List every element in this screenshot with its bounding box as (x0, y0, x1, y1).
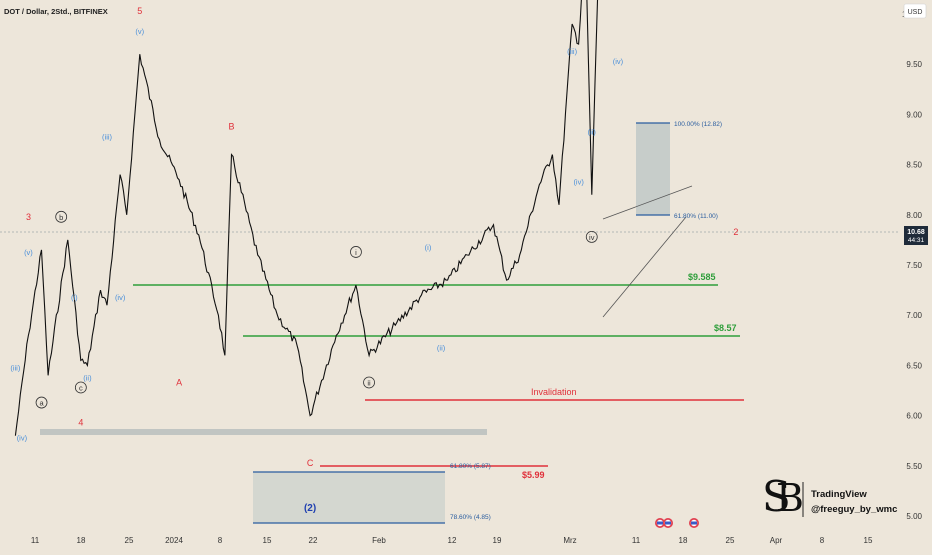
watermark-monogram-s: S (762, 472, 791, 521)
fib-label-6180-ret: 61.80% (5.87) (450, 463, 491, 470)
x-tick-label: Apr (770, 536, 783, 545)
x-tick-label: Feb (372, 536, 386, 545)
wave-label-circle (74, 381, 87, 394)
watermark-handle: @freeguy_by_wmc (811, 504, 897, 515)
event-flag-1[interactable] (655, 518, 665, 528)
event-flag-3[interactable] (689, 518, 699, 528)
wave-label: 5 (137, 6, 142, 16)
price-badge-countdown: 44:31 (908, 237, 925, 244)
wave-label: B (228, 121, 234, 131)
wave-label: (iii) (102, 133, 112, 142)
wave-label: 2 (733, 227, 738, 237)
x-tick-label: 25 (726, 536, 735, 545)
wave-label: i (355, 248, 357, 257)
watermark-brand: TradingView (811, 489, 867, 500)
y-tick-label: 6.00 (906, 412, 922, 421)
x-tick-label: 19 (493, 536, 502, 545)
level-label-599: $5.99 (522, 470, 545, 480)
wave-label-circle (363, 376, 375, 389)
wave-label: c (79, 384, 83, 393)
y-tick-label: 5.00 (906, 512, 922, 521)
wave-label: b (59, 213, 63, 222)
x-tick-label: 11 (31, 536, 40, 545)
wave-label: C (307, 458, 314, 468)
x-tick-label: 22 (309, 536, 318, 545)
wave-label: (i) (71, 293, 78, 302)
wave-label: 4 (78, 418, 83, 428)
wave-label-circle (585, 230, 598, 243)
wave-label-circle (55, 210, 68, 223)
wave-label: (ii) (83, 373, 92, 382)
x-tick-label: Mrz (563, 536, 576, 545)
time-axis[interactable]: 11 18 25 2024 8 15 22 Feb 12 19 Mrz 11 18 25 Apr 8 15 (31, 536, 873, 545)
price-line (14, 0, 599, 436)
wave-label: (ii) (437, 343, 446, 352)
fib-extension-zone (636, 123, 670, 215)
x-tick-label: 12 (448, 536, 457, 545)
y-tick-label: 6.50 (906, 361, 922, 370)
x-tick-label: 2024 (165, 536, 183, 545)
wave-label-circle (350, 246, 362, 258)
y-tick-label: 5.50 (906, 462, 922, 471)
watermark-logo: S B (762, 472, 804, 521)
price-badge-price: 10.68 (907, 229, 925, 236)
x-tick-label: 18 (679, 536, 688, 545)
wave-label: (iv) (613, 57, 624, 66)
wave-label: (v) (135, 27, 144, 36)
y-tick-label: 7.00 (906, 311, 922, 320)
fib-label-100: 100.00% (12.82) (674, 121, 722, 128)
wave-label: a (39, 399, 44, 408)
x-tick-label: 18 (77, 536, 86, 545)
wave-labels: 3(v)(iii)(iv)ab(i)(ii)c4(iii)(iv)(1)5(v)… (10, 6, 738, 514)
wave-label: (2) (304, 503, 316, 514)
chart-title: DOT / Dollar, 2Std., BITFINEX (4, 7, 108, 16)
y-tick-label: 9.50 (906, 60, 922, 69)
y-tick-label: 7.50 (906, 261, 922, 270)
level-label-9585: $9.585 (688, 272, 716, 282)
wave-label: 3 (26, 212, 31, 222)
wave-label: A (176, 377, 182, 387)
y-tick-label: 8.50 (906, 161, 922, 170)
x-tick-label: 8 (820, 536, 825, 545)
level-label-invalidation: Invalidation (531, 387, 577, 397)
x-tick-label: 15 (263, 536, 272, 545)
wave-label: (iii) (10, 363, 20, 372)
wedge-lower-line (602, 216, 687, 318)
price-badge (904, 226, 928, 245)
watermark-monogram-b: B (776, 476, 804, 520)
wave-label: iv (589, 233, 595, 242)
fib-label-6180-ext: 61.80% (11.00) (674, 213, 718, 220)
fib-retracement-zone (253, 472, 445, 523)
wave-label: (i) (425, 243, 432, 252)
x-tick-label: 11 (632, 536, 641, 545)
x-tick-label: 15 (864, 536, 873, 545)
wave-label-circle (35, 396, 48, 409)
x-tick-label: 25 (125, 536, 134, 545)
fib-label-7860: 78.60% (4.85) (450, 514, 491, 521)
currency-badge[interactable] (903, 3, 927, 19)
wave-label: ii (367, 378, 371, 387)
wedge-upper-line (602, 185, 693, 220)
support-zone (40, 429, 487, 435)
wave-label: (ii) (588, 127, 597, 136)
y-tick-label: 9.00 (906, 110, 922, 119)
wave-label: (iv) (115, 293, 126, 302)
event-flag-2[interactable] (663, 518, 673, 528)
wave-label: (v) (24, 248, 33, 257)
level-label-857: $8.57 (714, 323, 737, 333)
wave-label: (iv) (573, 178, 584, 187)
currency-label: USD (908, 9, 923, 16)
wave-label: (iv) (17, 434, 28, 443)
wave-label: (iii) (567, 47, 577, 56)
x-tick-label: 8 (218, 536, 223, 545)
y-tick-label: 8.00 (906, 211, 922, 220)
